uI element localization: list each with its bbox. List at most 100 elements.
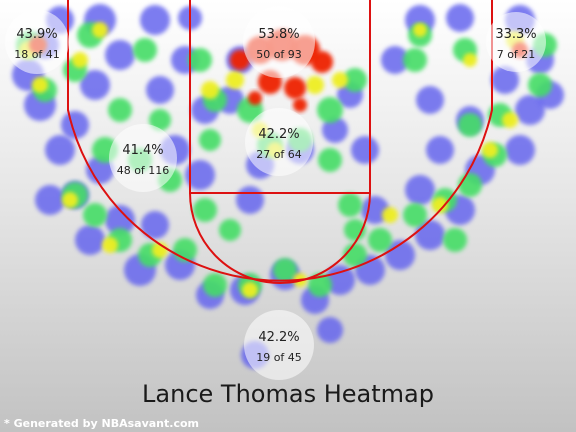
heat-blob xyxy=(325,265,355,295)
generated-by-credit: * Generated by NBAsavant.com xyxy=(4,417,199,430)
heat-blob xyxy=(226,71,244,89)
zone-bubble xyxy=(5,10,69,74)
heat-blob xyxy=(62,192,78,208)
heat-blob xyxy=(458,173,482,197)
zone-makes-attempts: 48 of 116 xyxy=(117,164,170,177)
zone-restricted-area: 53.8% 50 of 93 xyxy=(243,6,315,78)
heat-blob xyxy=(201,81,219,99)
heat-blob xyxy=(443,228,467,252)
heat-blob xyxy=(317,97,343,123)
heat-blob xyxy=(141,211,169,239)
heat-blob xyxy=(236,186,264,214)
heat-blob xyxy=(284,77,306,99)
heat-blob xyxy=(35,185,65,215)
heat-blob xyxy=(458,113,482,137)
heat-blob xyxy=(80,70,110,100)
heat-blob xyxy=(185,160,215,190)
heat-blob xyxy=(242,282,258,298)
paint-lane xyxy=(189,0,371,194)
free-throw-circle xyxy=(189,192,371,284)
zone-makes-attempts: 7 of 21 xyxy=(497,48,536,61)
heat-blob xyxy=(446,4,474,32)
zone-percentage: 42.2% xyxy=(258,127,299,142)
heat-blob xyxy=(108,98,132,122)
zone-makes-attempts: 50 of 93 xyxy=(256,48,302,61)
heat-blob xyxy=(482,142,498,158)
zone-bubble xyxy=(486,12,546,72)
heat-blob xyxy=(86,156,114,184)
heat-blob xyxy=(219,219,241,241)
heat-blob xyxy=(318,148,342,172)
heat-blob xyxy=(432,197,448,213)
heat-blob xyxy=(61,111,89,139)
heat-blob xyxy=(491,66,519,94)
heat-blob xyxy=(416,86,444,114)
heat-blob xyxy=(361,196,389,224)
heat-blob xyxy=(92,22,108,38)
heat-blob xyxy=(385,240,415,270)
heat-blob xyxy=(528,73,552,97)
zone-bubble xyxy=(243,6,315,78)
heat-blob xyxy=(193,198,217,222)
zone-percentage: 53.8% xyxy=(258,27,299,42)
heat-blob xyxy=(32,77,48,93)
heat-blob xyxy=(72,52,88,68)
heat-blob xyxy=(83,203,107,227)
heat-blob xyxy=(149,109,171,131)
heat-blob xyxy=(403,48,427,72)
heat-blob xyxy=(203,273,227,297)
heat-blob xyxy=(102,237,118,253)
heat-blob xyxy=(230,50,250,70)
zone-right-corner: 33.3% 7 of 21 xyxy=(486,12,546,72)
zone-left-midrange: 41.4% 48 of 116 xyxy=(109,124,177,192)
heat-blob xyxy=(403,203,427,227)
zone-above-break-three: 42.2% 19 of 45 xyxy=(244,310,314,380)
heat-blob xyxy=(140,5,170,35)
heat-blob xyxy=(343,68,367,92)
zone-percentage: 33.3% xyxy=(495,27,536,42)
heat-blob xyxy=(343,243,367,267)
heat-blob xyxy=(311,51,333,73)
zone-left-corner: 43.9% 18 of 41 xyxy=(5,10,69,74)
heat-blob xyxy=(146,76,174,104)
heat-blob xyxy=(502,112,518,128)
heat-blob xyxy=(344,219,366,241)
heat-blob xyxy=(248,91,262,105)
heat-blob xyxy=(505,135,535,165)
zone-bubble xyxy=(244,310,314,380)
heat-blob xyxy=(293,98,307,112)
heat-blob xyxy=(188,48,212,72)
heat-blob xyxy=(75,225,105,255)
zone-percentage: 43.9% xyxy=(16,27,57,42)
zone-bubble xyxy=(109,124,177,192)
heat-blob xyxy=(133,38,157,62)
heat-blob xyxy=(368,228,392,252)
chart-title: Lance Thomas Heatmap xyxy=(142,380,434,408)
zone-percentage: 42.2% xyxy=(258,330,299,345)
heat-blob xyxy=(405,175,435,205)
zone-percentage: 41.4% xyxy=(122,143,163,158)
heat-blob xyxy=(382,207,398,223)
heat-blob xyxy=(273,258,297,282)
heat-blob xyxy=(317,317,343,343)
heat-blob xyxy=(381,46,409,74)
zone-makes-attempts: 18 of 41 xyxy=(14,48,60,61)
heat-blob xyxy=(426,136,454,164)
zone-makes-attempts: 19 of 45 xyxy=(256,351,302,364)
zone-paint: 42.2% 27 of 64 xyxy=(245,108,313,176)
heat-blob xyxy=(515,95,545,125)
heat-blob xyxy=(45,135,75,165)
heat-blob xyxy=(463,53,477,67)
heat-blob xyxy=(105,40,135,70)
zone-labels: 43.9% 18 of 41 53.8% 50 of 93 33.3% 7 of 21 41… xyxy=(5,6,546,380)
heat-blob xyxy=(199,129,221,151)
court-lines xyxy=(67,0,493,284)
heat-blob xyxy=(413,23,427,37)
zone-makes-attempts: 27 of 64 xyxy=(256,148,302,161)
heat-blob xyxy=(338,193,362,217)
heat-blob xyxy=(351,136,379,164)
heat-blob xyxy=(322,117,348,143)
zone-bubble xyxy=(245,108,313,176)
heat-blob xyxy=(332,72,348,88)
